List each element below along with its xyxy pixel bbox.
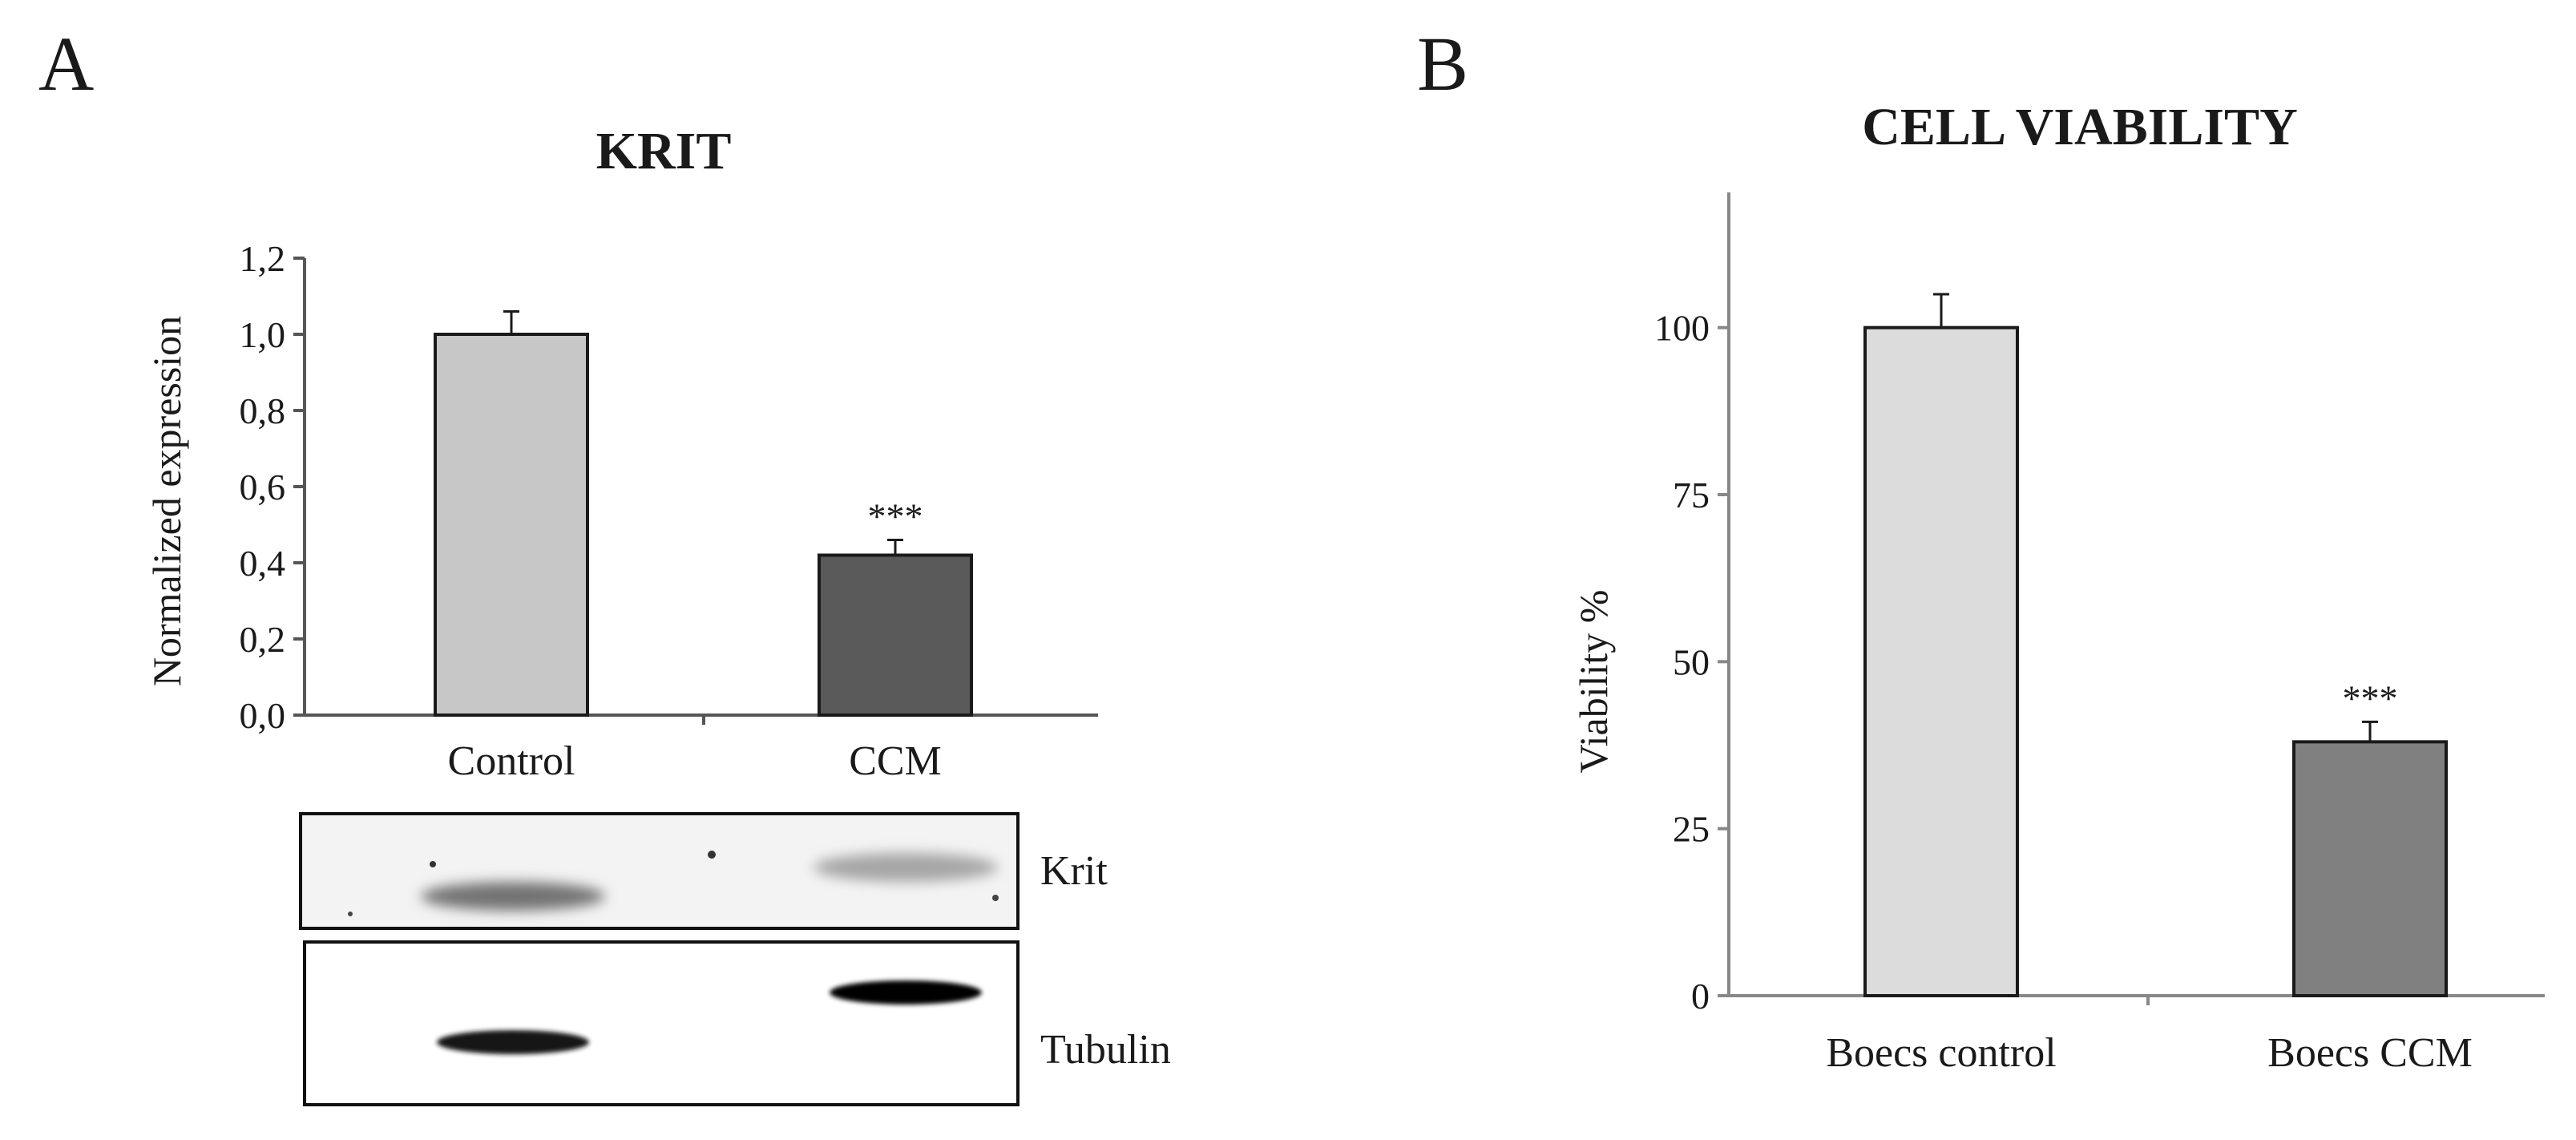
bar — [2292, 740, 2448, 997]
blot-band — [421, 882, 605, 911]
significance-marker: *** — [2343, 677, 2398, 718]
blot-speck — [708, 851, 716, 859]
viability-chart-title: CELL VIABILITY — [1862, 98, 2298, 156]
y-tick-label: 75 — [1673, 475, 1710, 515]
panel-b-letter: B — [1417, 21, 1468, 107]
significance-marker: *** — [868, 496, 923, 537]
bar — [818, 553, 973, 717]
blot-tubulin-frame — [303, 940, 1019, 1106]
y-tick-label: 0 — [1691, 976, 1710, 1017]
viability-bars: Boecs control *** Boecs CCM — [1826, 293, 2473, 1076]
blot-krit-strip — [299, 812, 1019, 930]
x-tick-label: CCM — [849, 738, 942, 784]
krit-y-axis-label: Normalized expression — [144, 316, 189, 686]
y-tick-label: 100 — [1654, 308, 1710, 349]
panel-a: A KRIT Normalized expression 0,00,20,40,… — [38, 21, 1171, 1106]
krit-y-ticks: 0,0 0,2 0,4 0,6 0,8 1,0 1,2 — [240, 238, 705, 736]
krit-chart-title: KRIT — [596, 122, 732, 180]
bar — [434, 333, 589, 717]
panel-b: B CELL VIABILITY Viability % 0 25 50 75 100 … — [1417, 21, 2545, 1076]
blot-tubulin-strip — [303, 940, 1019, 1106]
x-tick-label: Control — [448, 738, 575, 784]
y-tick-label: 0,0 — [240, 695, 286, 736]
x-tick-label: Boecs control — [1826, 1030, 2056, 1076]
y-tick-label: 25 — [1673, 809, 1710, 850]
blot-tubulin-bands — [437, 980, 982, 1054]
blot-label-krit: Krit — [1040, 848, 1108, 894]
viability-plot-area: 0 25 50 75 100 Boecs control *** Boecs CCM — [1654, 192, 2545, 1076]
y-tick-label: 0,6 — [240, 467, 286, 507]
viability-y-ticks: 0 25 50 75 100 — [1654, 308, 2150, 1017]
x-tick-label: Boecs CCM — [2267, 1030, 2473, 1076]
blot-krit-bands — [421, 853, 998, 911]
blot-speck — [992, 895, 999, 901]
blot-label-tubulin: Tubulin — [1040, 1027, 1171, 1073]
blot-band — [437, 1030, 589, 1054]
y-tick-label: 0,2 — [240, 619, 286, 660]
bar — [1863, 325, 2019, 997]
krit-plot-area: 0,0 0,2 0,4 0,6 0,8 1,0 1,2 Control *** CCM — [240, 238, 1098, 784]
y-tick-label: 0,8 — [240, 390, 286, 431]
blot-speck — [348, 912, 353, 916]
viability-y-axis-label: Viability % — [1571, 590, 1616, 774]
panel-a-letter: A — [38, 21, 94, 107]
blot-speck — [430, 861, 436, 867]
blot-band — [830, 980, 982, 1005]
blot-band — [814, 853, 998, 882]
y-tick-label: 50 — [1673, 641, 1710, 682]
y-tick-label: 0,4 — [240, 543, 286, 584]
western-blot: Krit Tubulin — [299, 812, 1171, 1106]
y-tick-label: 1,2 — [240, 238, 286, 279]
krit-bars: Control *** CCM — [434, 310, 973, 784]
y-tick-label: 1,0 — [240, 314, 286, 355]
